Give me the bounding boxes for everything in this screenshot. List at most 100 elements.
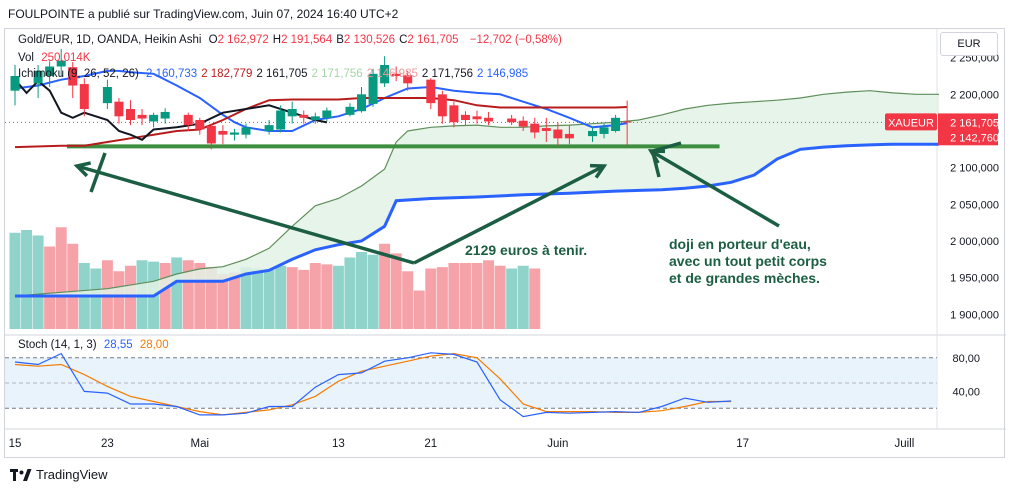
volume-bar — [67, 243, 79, 329]
volume-bar — [182, 260, 194, 329]
volume-bar — [494, 265, 506, 329]
annotation-arrow-doji-head — [647, 149, 666, 164]
symbol-badge — [885, 113, 937, 131]
ichimoku-cloud — [15, 90, 939, 296]
volume-bar — [240, 267, 252, 329]
volume-bar — [448, 263, 460, 329]
candle-body — [449, 105, 459, 123]
close-price-badge-label: 2 161,705 — [950, 117, 999, 129]
candle-body — [345, 106, 355, 115]
stoch-tick-label: 80,00 — [952, 353, 980, 365]
candle-body — [149, 114, 159, 122]
legend-ohlc-value-b: 2 130,526 — [343, 34, 396, 46]
candle-body — [79, 84, 89, 109]
volume-bar — [402, 271, 414, 329]
candle-body — [160, 111, 170, 119]
candle-body — [126, 109, 135, 120]
footer: TradingView — [10, 467, 108, 482]
annotation-arrow-doji — [650, 149, 780, 228]
candle-body — [68, 67, 78, 86]
candle-body — [102, 87, 112, 104]
candle-body — [599, 127, 609, 134]
volume-bar — [309, 263, 321, 329]
volume-bar — [390, 253, 402, 329]
legend-stoch-k: 28,55 — [103, 339, 133, 351]
candle-body — [195, 120, 205, 130]
candle-body — [403, 75, 413, 84]
annotation-doji-text: doji en porteur d'eau, — [669, 236, 811, 252]
candle-body — [137, 114, 147, 119]
kijun-price-badge — [938, 128, 998, 146]
annotation-doji-text: et de grandes mèches. — [669, 270, 820, 286]
volume-bar — [217, 274, 229, 329]
tenkan-sen-line — [14, 69, 628, 132]
publish-title: FOULPOINTE a publié sur TradingView.com,… — [8, 7, 399, 21]
senkou-span-a-line — [14, 90, 939, 297]
volume-bar — [298, 269, 310, 329]
volume-bar — [252, 268, 264, 329]
annotation-arrow-doji-head-extra — [652, 141, 682, 153]
candle-body — [241, 127, 251, 135]
legend-symbol[interactable]: Gold/EUR, 1D, OANDA, Heikin Ashi — [18, 34, 202, 46]
volume-bar — [483, 260, 495, 329]
candle-body — [437, 94, 447, 117]
volume-bar — [321, 264, 333, 329]
volume-bar — [32, 235, 44, 329]
annotation-arrow-right-head — [589, 163, 608, 179]
candle-body — [588, 131, 597, 137]
legend-stoch-label[interactable]: Stoch (14, 1, 3) — [18, 339, 97, 351]
volume-bar — [379, 243, 391, 329]
candle-body — [484, 117, 494, 122]
candle-body — [368, 73, 378, 104]
volume-bar — [55, 227, 67, 329]
time-tick-label: Mai — [191, 438, 210, 450]
volume-bar — [228, 272, 240, 329]
symbol-badge-label: XAUEUR — [888, 117, 934, 129]
volume-bar — [159, 263, 171, 329]
candle-body — [530, 123, 540, 133]
candle-body — [622, 121, 632, 123]
legend-stoch-d: 28,00 — [139, 339, 169, 351]
legend-ichimoku-value: 2 182,779 — [201, 68, 253, 80]
annotation-arrow-left — [76, 164, 415, 265]
chikou-span-line — [14, 79, 328, 141]
time-tick-label: 21 — [424, 438, 437, 450]
candle-body — [518, 120, 528, 127]
price-tick-label: 1 950,000 — [950, 273, 999, 285]
currency-button[interactable]: EUR — [940, 32, 998, 56]
time-tick-label: 17 — [736, 438, 749, 450]
annotation-arrow-left-head — [73, 161, 92, 178]
volume-bar — [413, 290, 425, 329]
volume-bar — [171, 257, 183, 329]
annotation-arrow-tail — [89, 152, 107, 193]
volume-bar — [194, 263, 206, 329]
footer-brand[interactable]: TradingView — [36, 467, 108, 482]
candle-body — [564, 133, 574, 139]
volume-bar — [436, 267, 448, 329]
legend-vol-value: 250,014K — [41, 52, 91, 64]
stoch-tick-label: 40,00 — [952, 386, 980, 398]
stoch-k-line — [14, 352, 732, 418]
time-tick-label: Juin — [547, 438, 568, 450]
annotation-level-text: 2129 euros à tenir. — [465, 242, 587, 258]
legend-vol-label[interactable]: Vol — [18, 52, 34, 64]
volume-bar — [344, 257, 356, 329]
candle-body — [611, 117, 621, 131]
legend-ohlc: O2 162,972 H2 191,564 B2 130,526 C2 161,705 — [209, 34, 463, 46]
annotation-arrow-right — [413, 164, 605, 265]
volume-bar — [21, 230, 33, 329]
candle-body — [56, 60, 66, 67]
volume-bar — [332, 265, 344, 329]
legend-main: Gold/EUR, 1D, OANDA, Heikin Ashi O2 162,… — [18, 34, 566, 46]
candle-body — [33, 70, 43, 84]
legend-ichimoku-label[interactable]: Ichimoku (9, 26, 52, 26) — [18, 68, 139, 80]
legend-volume: Vol 250,014K — [18, 52, 94, 64]
volume-bar — [113, 271, 125, 329]
legend-ichimoku-value: 2 146,985 — [477, 68, 529, 80]
senkou-span-b-line — [15, 142, 939, 298]
volume-bar — [517, 265, 529, 329]
volume-bar — [44, 246, 56, 329]
candle-body — [183, 114, 193, 126]
